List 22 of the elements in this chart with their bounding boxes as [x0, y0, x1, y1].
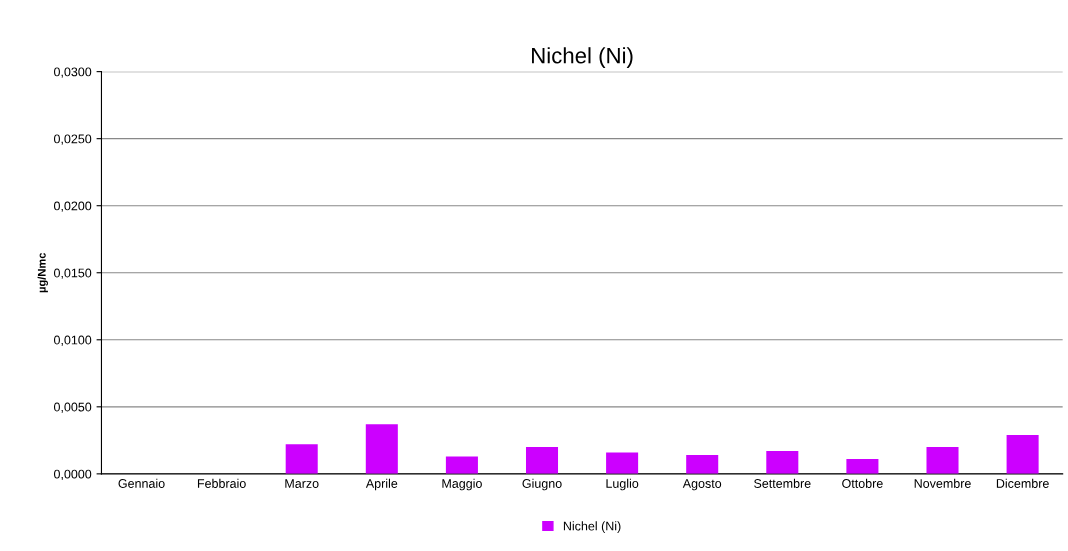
y-tick-label: 0,0200 — [54, 201, 92, 212]
x-tick-label: Maggio — [442, 478, 482, 491]
y-tick-label: 0,0000 — [54, 469, 92, 480]
y-tick-label: 0,0250 — [54, 134, 92, 145]
x-tick-label: Luglio — [606, 478, 639, 491]
y-tick-label: 0,0100 — [54, 335, 92, 346]
x-tick-label: Ottobre — [842, 478, 883, 488]
x-tick-label: Settembre — [754, 478, 811, 488]
y-axis-title: µg/Nmc — [37, 252, 48, 293]
x-tick-label: Novembre — [914, 478, 971, 488]
x-tick-label: Giugno — [522, 478, 562, 491]
x-tick-label: Marzo — [285, 479, 319, 488]
x-tick-label: Aprile — [365, 478, 398, 491]
chart-title: Nichel (Ni) — [532, 47, 633, 68]
x-tick-label: Febbraio — [197, 478, 246, 488]
x-tick-label: Gennaio — [118, 478, 165, 488]
y-tick-label: 0,0300 — [54, 67, 92, 78]
y-tick-label: 0,0150 — [54, 268, 92, 279]
y-tick-label: 0,0050 — [54, 402, 92, 413]
legend-label: Nichel (Ni) — [563, 521, 621, 533]
x-tick-label: Dicembre — [996, 478, 1049, 488]
x-tick-label: Agosto — [682, 479, 722, 491]
